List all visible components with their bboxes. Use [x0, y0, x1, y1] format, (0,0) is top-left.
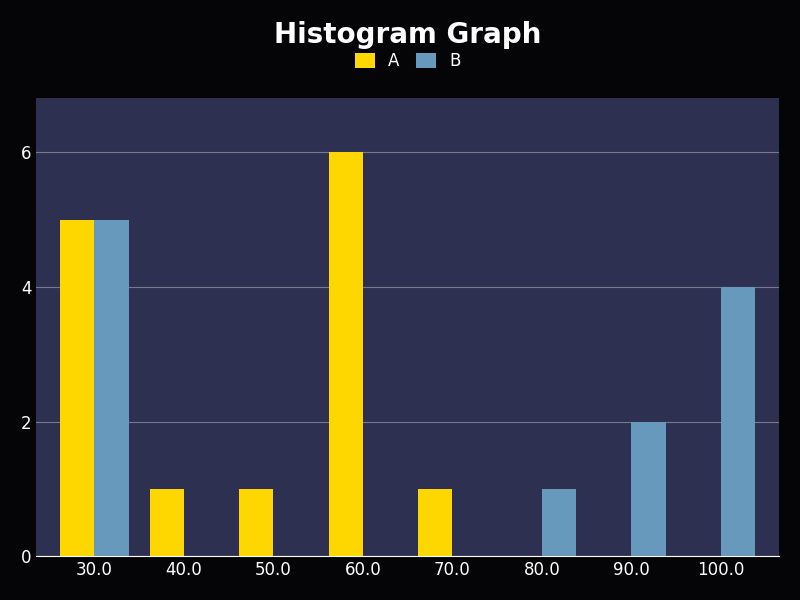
Title: Histogram Graph: Histogram Graph [274, 21, 542, 49]
Bar [631, 422, 666, 556]
Bar [418, 489, 453, 556]
Legend: A, B: A, B [350, 47, 466, 75]
Bar [94, 220, 129, 556]
Bar [239, 489, 274, 556]
Bar [542, 489, 576, 556]
Bar [150, 489, 184, 556]
Bar [329, 152, 363, 556]
Bar [721, 287, 755, 556]
Bar [61, 220, 94, 556]
